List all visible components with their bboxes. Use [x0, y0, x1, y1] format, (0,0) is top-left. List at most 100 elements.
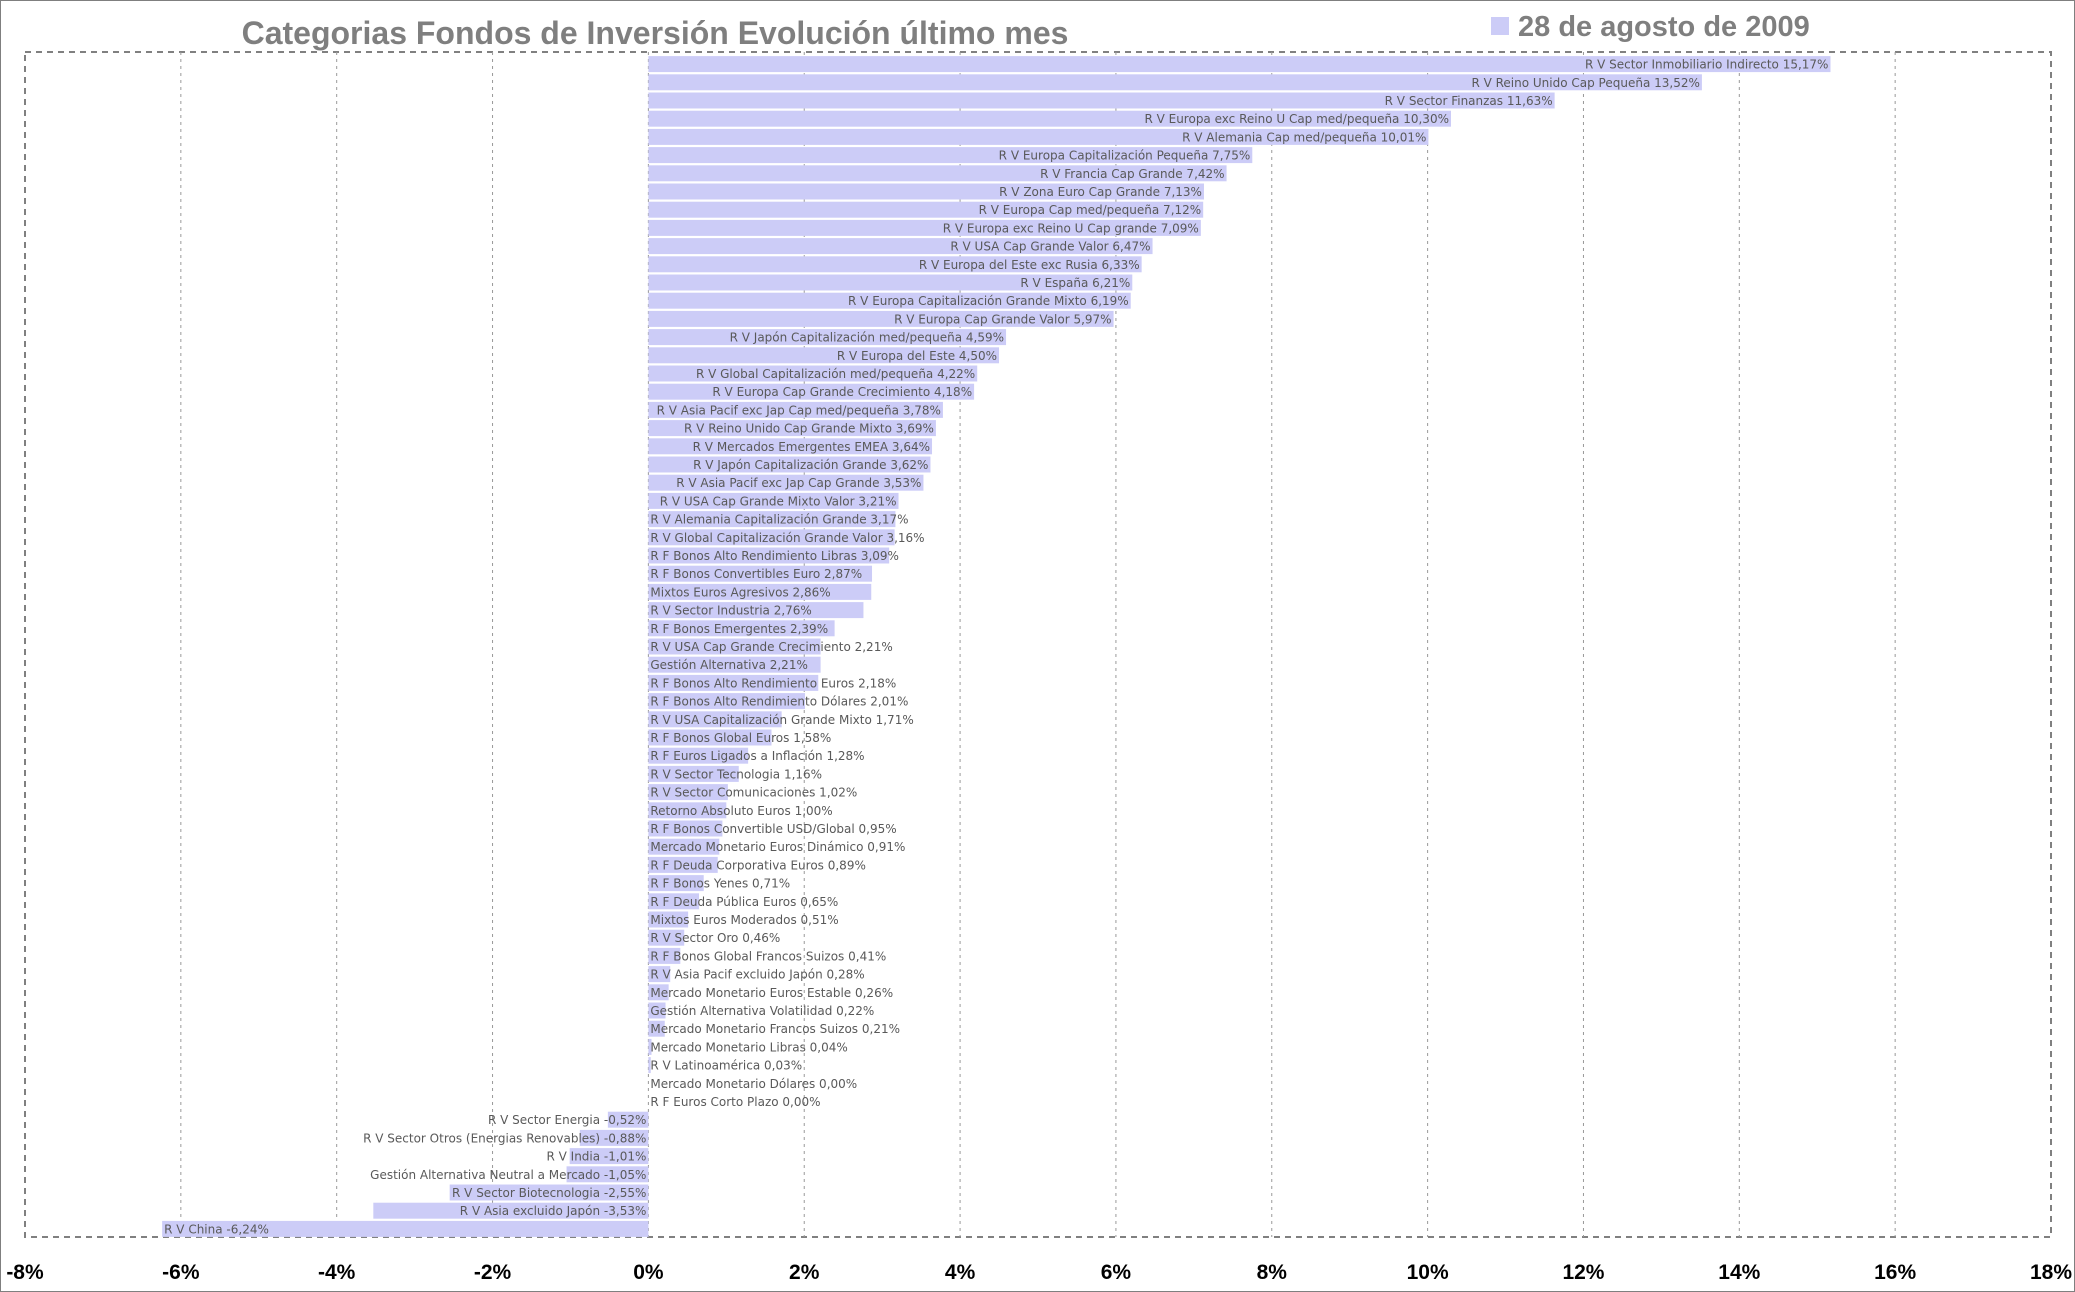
bar-label: R V Europa Cap med/pequeña 7,12%: [979, 203, 1202, 217]
bar: [648, 547, 890, 564]
bar-label: R F Bonos Convertibles Euro 2,87%: [650, 567, 862, 581]
bar-label: R V USA Cap Grande Crecimiento 2,21%: [650, 640, 892, 654]
bar: [648, 438, 933, 455]
bar-label: R V USA Cap Grande Valor 6,47%: [950, 240, 1150, 254]
bar: [648, 638, 821, 655]
bar: [648, 365, 978, 382]
bar-label: R F Bonos Alto Rendimiento Dólares 2,01%: [650, 695, 908, 709]
bar: [648, 1002, 666, 1019]
x-tick-label: 12%: [1562, 1261, 1604, 1284]
bar: [648, 74, 1702, 91]
bar-label: R V Europa Cap Grande Valor 5,97%: [894, 312, 1112, 326]
x-axis: -8% -6% -4% -2% 0% 2% 4% 6% 8% 10% 12% 14% 16% 18%: [6, 1261, 2072, 1284]
legend: 28 de agosto de 2009: [1491, 11, 1810, 43]
bar: [569, 1148, 649, 1165]
bar: [648, 56, 1831, 73]
bar-label: R V Sector Inmobiliario Indirecto 15,17%: [1585, 58, 1829, 72]
bar: [648, 802, 727, 819]
bar: [648, 765, 739, 782]
bar-label: R V Europa Capitalización Grande Mixto 6…: [848, 294, 1129, 308]
bar: [648, 1020, 665, 1037]
bar: [648, 656, 821, 673]
bar: [648, 838, 720, 855]
bar: [648, 565, 873, 582]
bar-label: R V Europa Capitalización Pequeña 7,75%: [999, 149, 1251, 163]
bar: [648, 711, 782, 728]
x-tick-label: 4%: [945, 1261, 976, 1284]
bar-label: R F Bonos Alto Rendimiento Libras 3,09%: [650, 549, 899, 563]
bar-label: R F Euros Ligados a Inflación 1,28%: [650, 749, 864, 763]
bar-label: R F Bonos Convertible USD/Global 0,95%: [650, 822, 896, 836]
bar-label: R F Bonos Alto Rendimiento Euros 2,18%: [650, 676, 896, 690]
bar-labels: R V Sector Inmobiliario Indirecto 15,17%…: [164, 58, 1828, 1237]
bar: [648, 911, 689, 928]
legend-swatch: [1491, 17, 1509, 35]
bar-label: R V Global Capitalización Grande Valor 3…: [650, 531, 924, 545]
bar: [648, 729, 772, 746]
bar-label: R F Bonos Global Euros 1,58%: [650, 731, 831, 745]
bar-label: R V Reino Unido Cap Pequeña 13,52%: [1471, 76, 1699, 90]
bar-label: R V Europa Cap Grande Crecimiento 4,18%: [712, 385, 972, 399]
bar: [648, 165, 1227, 182]
bar: [648, 92, 1555, 109]
bar: [648, 201, 1204, 218]
bar: [648, 183, 1204, 200]
bar: [648, 893, 700, 910]
bar: [162, 1220, 649, 1237]
bar-label: R V Sector Comunicaciones 1,02%: [650, 786, 857, 800]
bar: [648, 529, 895, 546]
bar: [648, 492, 899, 509]
bar: [648, 274, 1133, 291]
bar: [648, 383, 975, 400]
bar-label: R V Europa del Este 4,50%: [837, 349, 997, 363]
bar-label: R V China -6,24%: [164, 1222, 269, 1236]
bar-label: R V Asia Pacif excluido Japón 0,28%: [650, 968, 864, 982]
bar-label: R V Sector Oro 0,46%: [650, 931, 780, 945]
bar: [648, 875, 704, 892]
bar: [648, 310, 1114, 327]
bar: [648, 966, 671, 983]
x-tick-label: -2%: [474, 1261, 512, 1284]
bar: [648, 929, 685, 946]
bar-label: R V Global Capitalización med/pequeña 4,…: [696, 367, 975, 381]
bar-label: R V Sector Biotecnologia -2,55%: [452, 1186, 646, 1200]
bar-label: R V Asia excluido Japón -3,53%: [460, 1204, 647, 1218]
bar-label: R V Reino Unido Cap Grande Mixto 3,69%: [684, 422, 934, 436]
plot-border: [24, 51, 2052, 1238]
x-tick-label: 14%: [1718, 1261, 1760, 1284]
bar-label: R V Asia Pacif exc Jap Cap Grande 3,53%: [676, 476, 921, 490]
bar-label: R V Mercados Emergentes EMEA 3,64%: [693, 440, 930, 454]
bar-label: R F Bonos Emergentes 2,39%: [650, 622, 828, 636]
bar-label: R V Sector Finanzas 11,63%: [1385, 94, 1553, 108]
bar-label: R V Alemania Cap med/pequeña 10,01%: [1182, 130, 1426, 144]
bar: [648, 401, 943, 418]
bar-label: R V India -1,01%: [546, 1150, 646, 1164]
bar: [648, 147, 1253, 164]
bar-label: R V Zona Euro Cap Grande 7,13%: [999, 185, 1202, 199]
x-tick-label: 10%: [1407, 1261, 1449, 1284]
bar: [566, 1166, 649, 1183]
bar-label: R V Francia Cap Grande 7,42%: [1040, 167, 1225, 181]
bar-label: Gestión Alternativa 2,21%: [650, 658, 807, 672]
bar-label: R V USA Capitalización Grande Mixto 1,71…: [650, 713, 913, 727]
bar-label: R V Japón Capitalización Grande 3,62%: [693, 458, 928, 472]
bar-label: R V Latinoamérica 0,03%: [650, 1059, 802, 1073]
x-tick-label: -6%: [162, 1261, 200, 1284]
bar-label: R V Sector Energia -0,52%: [488, 1113, 646, 1127]
bar: [648, 602, 864, 619]
bar-label: Mercado Monetario Libras 0,04%: [650, 1040, 847, 1054]
x-tick-label: -8%: [6, 1261, 44, 1284]
bar-label: R V España 6,21%: [1020, 276, 1130, 290]
bar-label: Gestión Alternativa Neutral a Mercado -1…: [370, 1168, 646, 1182]
bar-label: R V USA Cap Grande Mixto Valor 3,21%: [660, 494, 897, 508]
bar-label: R F Deuda Corporativa Euros 0,89%: [650, 858, 865, 872]
x-tick-label: 2%: [789, 1261, 820, 1284]
bar-label: R V Asia Pacif exc Jap Cap med/pequeña 3…: [657, 403, 941, 417]
bar-label: R F Deuda Pública Euros 0,65%: [650, 895, 838, 909]
bar-label: R F Euros Corto Plazo 0,00%: [650, 1095, 820, 1109]
bar: [373, 1202, 649, 1219]
bar: [607, 1111, 649, 1128]
bar: [648, 511, 896, 528]
bar: [648, 474, 924, 491]
bar-label: Mercado Monetario Dólares 0,00%: [650, 1077, 857, 1091]
